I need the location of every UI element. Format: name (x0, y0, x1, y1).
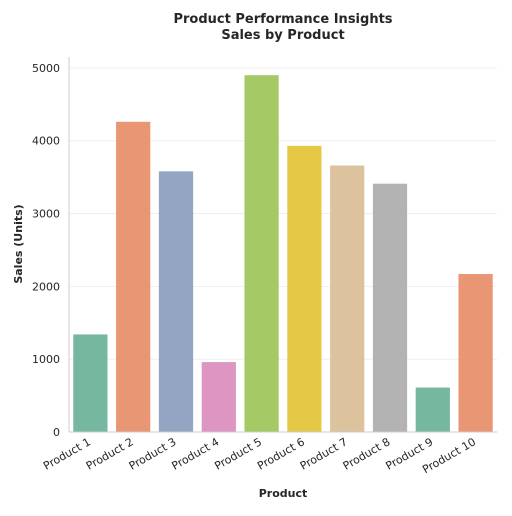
chart-title: Product Performance Insights (173, 12, 392, 27)
x-tick-label: Product 1 (41, 435, 93, 472)
x-axis-label: Product (259, 487, 308, 500)
x-tick-label: Product 3 (127, 435, 179, 472)
bar-8 (372, 183, 408, 432)
chart-subtitle: Sales by Product (221, 28, 344, 43)
bar-10 (458, 273, 493, 432)
x-tick-label: Product 4 (170, 435, 222, 472)
bar-3 (158, 171, 194, 433)
x-tick-label: Product 6 (255, 435, 307, 472)
bar-2 (116, 121, 151, 433)
x-tick-label: Product 7 (298, 435, 350, 472)
y-tick-label: 5000 (32, 62, 60, 75)
x-tick-label: Product 5 (212, 435, 264, 472)
bar-6 (287, 145, 322, 432)
y-tick-label: 2000 (32, 280, 60, 293)
bar-4 (201, 362, 236, 432)
bar-1 (73, 334, 108, 432)
y-axis-label: Sales (Units) (12, 204, 25, 283)
x-tick-label: Product 8 (341, 435, 393, 472)
x-tick-label: Product 2 (84, 435, 136, 472)
y-tick-label: 1000 (32, 353, 60, 366)
y-tick-label: 4000 (32, 135, 60, 148)
y-ticks: 0 1000 2000 3000 4000 5000 (32, 62, 60, 439)
bars (73, 75, 493, 433)
bar-7 (330, 165, 365, 432)
bar-9 (415, 387, 450, 432)
y-tick-label: 3000 (32, 208, 60, 221)
y-tick-label: 0 (53, 426, 60, 439)
bar-5 (244, 75, 279, 432)
